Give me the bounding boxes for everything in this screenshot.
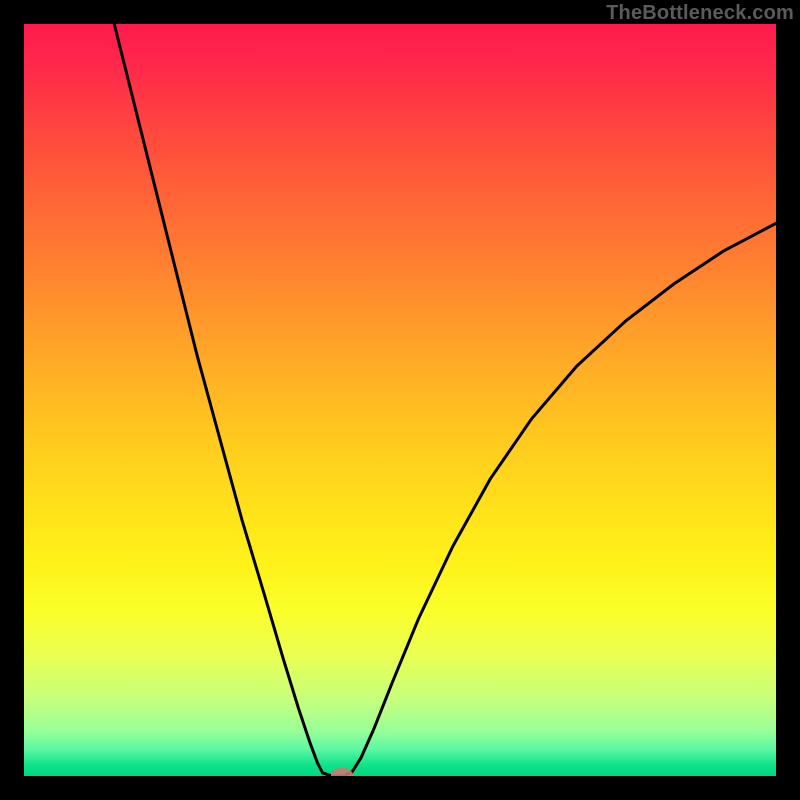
- bottleneck-curve: [114, 24, 776, 776]
- minimum-marker: [331, 768, 354, 776]
- bottleneck-curve-svg: [24, 24, 776, 776]
- plot-area: [24, 24, 776, 776]
- watermark-text: TheBottleneck.com: [606, 2, 794, 25]
- outer-frame: TheBottleneck.com: [0, 0, 800, 800]
